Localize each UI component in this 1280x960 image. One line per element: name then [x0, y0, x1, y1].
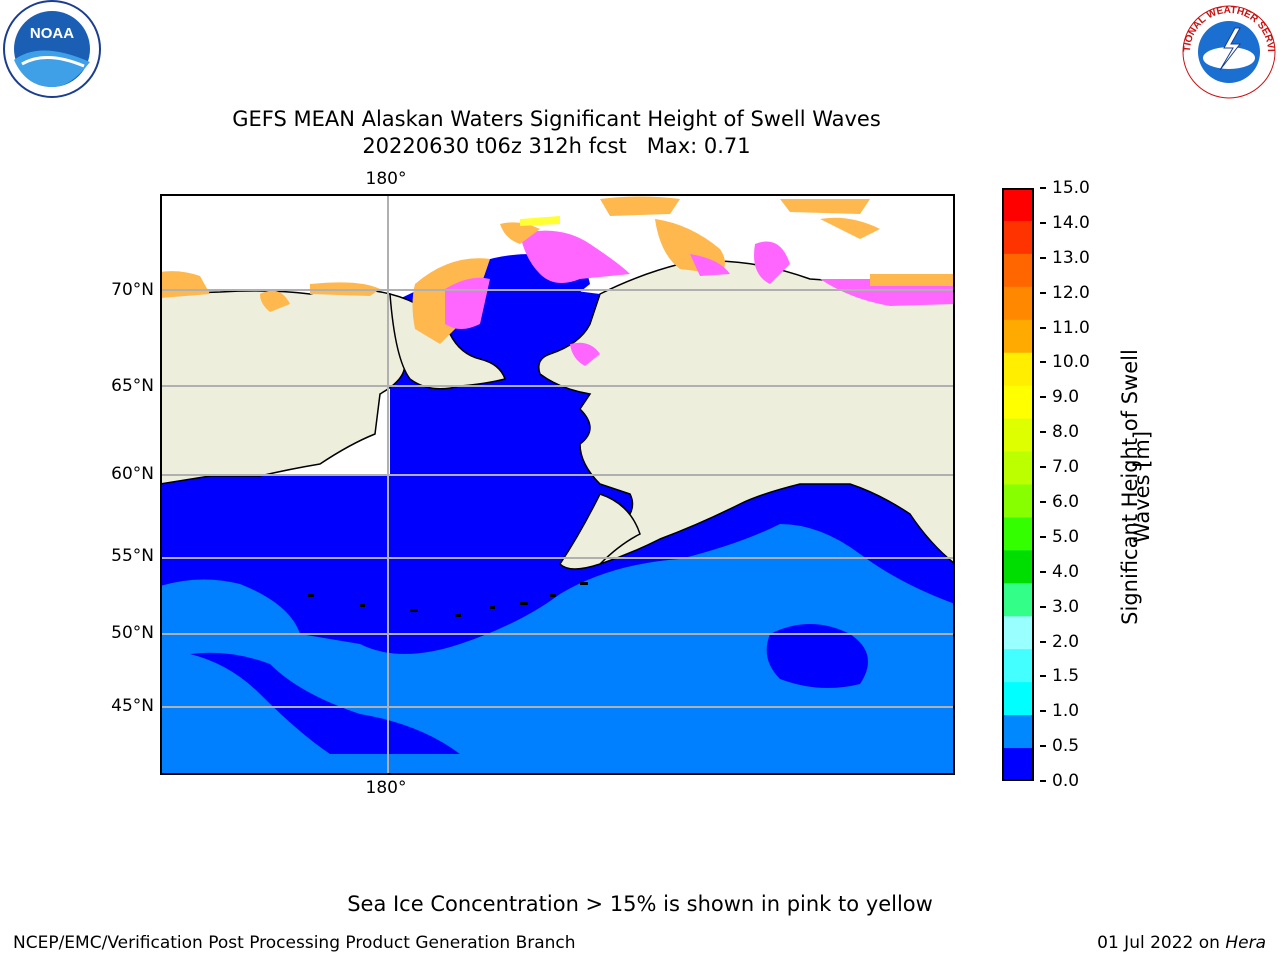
alaska-land: [538, 260, 955, 566]
colorbar-tick-label: 1.5: [1052, 666, 1080, 687]
colorbar-tick-mark: [1040, 187, 1046, 189]
colorbar-tick-label: 15.0: [1052, 178, 1090, 198]
colorbar-tick-mark: [1040, 500, 1046, 503]
colorbar-tick-mark: [1040, 535, 1046, 538]
noaa-logo: NOAA: [0, 0, 104, 100]
top-lon-label: 180°: [365, 169, 407, 189]
colorbar-frame: [1002, 188, 1034, 781]
colorbar-tick-label: 9.0: [1052, 387, 1080, 408]
colorbar-swatch: [1002, 550, 1034, 584]
colorbar-tick-mark: [1040, 256, 1046, 259]
colorbar-swatch: [1002, 484, 1034, 518]
colorbar-swatch: [1002, 649, 1034, 683]
colorbar-swatch: [1002, 418, 1034, 453]
bottom-lon-label: 180°: [365, 778, 407, 798]
ocean-mid-swell: [160, 524, 955, 775]
noaa-logo-text: NOAA: [30, 25, 74, 42]
chart-title-line1: GEFS MEAN Alaskan Waters Significant Hei…: [232, 107, 881, 131]
colorbar-swatch: [1002, 616, 1034, 650]
aleutian-islands: [308, 582, 588, 617]
ocean-low-patch-east: [766, 624, 868, 688]
alaska-peninsula: [559, 493, 641, 570]
colorbar-swatch: [1002, 286, 1034, 321]
colorbar-tick-label: 14.0: [1052, 212, 1090, 233]
colorbar-tick-mark: [1040, 221, 1046, 224]
colorbar-tick-label: 2.0: [1052, 631, 1080, 652]
colorbar-tick-label: 12.0: [1052, 282, 1090, 303]
colorbar-tick-label: 1.0: [1052, 701, 1080, 722]
colorbar-tick-label: 13.0: [1052, 247, 1090, 268]
colorbar-swatch: [1002, 352, 1034, 387]
colorbar-swatch: [1002, 385, 1034, 420]
colorbar-tick-mark: [1040, 326, 1046, 329]
ocean-low-patch-south: [190, 652, 460, 754]
colorbar-tick-mark: [1040, 710, 1046, 713]
chart-title-line2: 20220630 t06z 312h fcst Max: 0.71: [362, 134, 751, 158]
colorbar-tick-mark: [1040, 291, 1046, 294]
colorbar-tick-mark: [1040, 675, 1046, 678]
colorbar-swatch: [1002, 682, 1034, 716]
colorbar-swatch: [1002, 583, 1034, 617]
lat-label-70: 70°N: [111, 280, 154, 300]
colorbar-tick-mark: [1040, 431, 1046, 434]
lat-label-45: 45°N: [111, 696, 154, 716]
colorbar-title-line2-wrap: Waves [m]: [1129, 337, 1155, 637]
colorbar-tick-label: 4.0: [1052, 561, 1080, 582]
colorbar-swatch: [1002, 748, 1034, 781]
footer-branch: NCEP/EMC/Verification Post Processing Pr…: [13, 933, 576, 953]
colorbar-tick-label: 0.0: [1052, 771, 1080, 791]
colorbar-tick-mark: [1040, 570, 1046, 573]
lat-label-65: 65°N: [111, 376, 154, 396]
colorbar-tick-mark: [1040, 745, 1046, 748]
colorbar-tick-mark: [1040, 605, 1046, 608]
colorbar-tick-label: 11.0: [1052, 317, 1090, 338]
colorbar-tick-mark: [1040, 640, 1046, 643]
colorbar-swatch: [1002, 319, 1034, 354]
nws-logo: NATIONAL WEATHER SERVICE: [1176, 0, 1278, 100]
colorbar-tick-mark: [1040, 780, 1046, 782]
colorbar-tick-label: 7.0: [1052, 457, 1080, 478]
colorbar-tick-label: 3.0: [1052, 596, 1080, 617]
colorbar: [1002, 188, 1034, 781]
colorbar-swatch: [1002, 451, 1034, 485]
colorbar-tick-mark: [1040, 396, 1046, 399]
graticule: [160, 194, 955, 775]
lat-label-55: 55°N: [111, 546, 154, 566]
colorbar-tick-label: 8.0: [1052, 422, 1080, 443]
footer-date: 01 Jul 2022 on Hera: [1097, 933, 1266, 953]
colorbar-tick-mark: [1040, 466, 1046, 469]
lat-label-60: 60°N: [111, 464, 154, 484]
footer-machine: Hera: [1225, 933, 1266, 953]
colorbar-tick-label: 10.0: [1052, 352, 1090, 373]
sea-ice-note: Sea Ice Concentration > 15% is shown in …: [347, 892, 933, 916]
colorbar-swatch: [1002, 188, 1034, 222]
colorbar-swatch: [1002, 517, 1034, 551]
colorbar-tick-label: 6.0: [1052, 491, 1080, 512]
colorbar-tick-label: 5.0: [1052, 526, 1080, 547]
colorbar-tick-mark: [1040, 361, 1046, 364]
colorbar-tick-label: 0.5: [1052, 736, 1080, 757]
map-frame: [160, 194, 955, 775]
colorbar-swatch: [1002, 253, 1034, 288]
colorbar-ticks: 15.0 14.0 13.0 12.0 11.0 10.0 9.0 8.0 7.0 6.0 5.0 4…: [1040, 178, 1100, 791]
colorbar-title-line2: Waves [m]: [1130, 430, 1154, 544]
swell-height-map: [160, 194, 955, 775]
colorbar-swatch: [1002, 220, 1034, 255]
footer-date-text: 01 Jul 2022 on: [1097, 933, 1226, 953]
lat-label-50: 50°N: [111, 623, 154, 643]
colorbar-swatch: [1002, 715, 1034, 749]
